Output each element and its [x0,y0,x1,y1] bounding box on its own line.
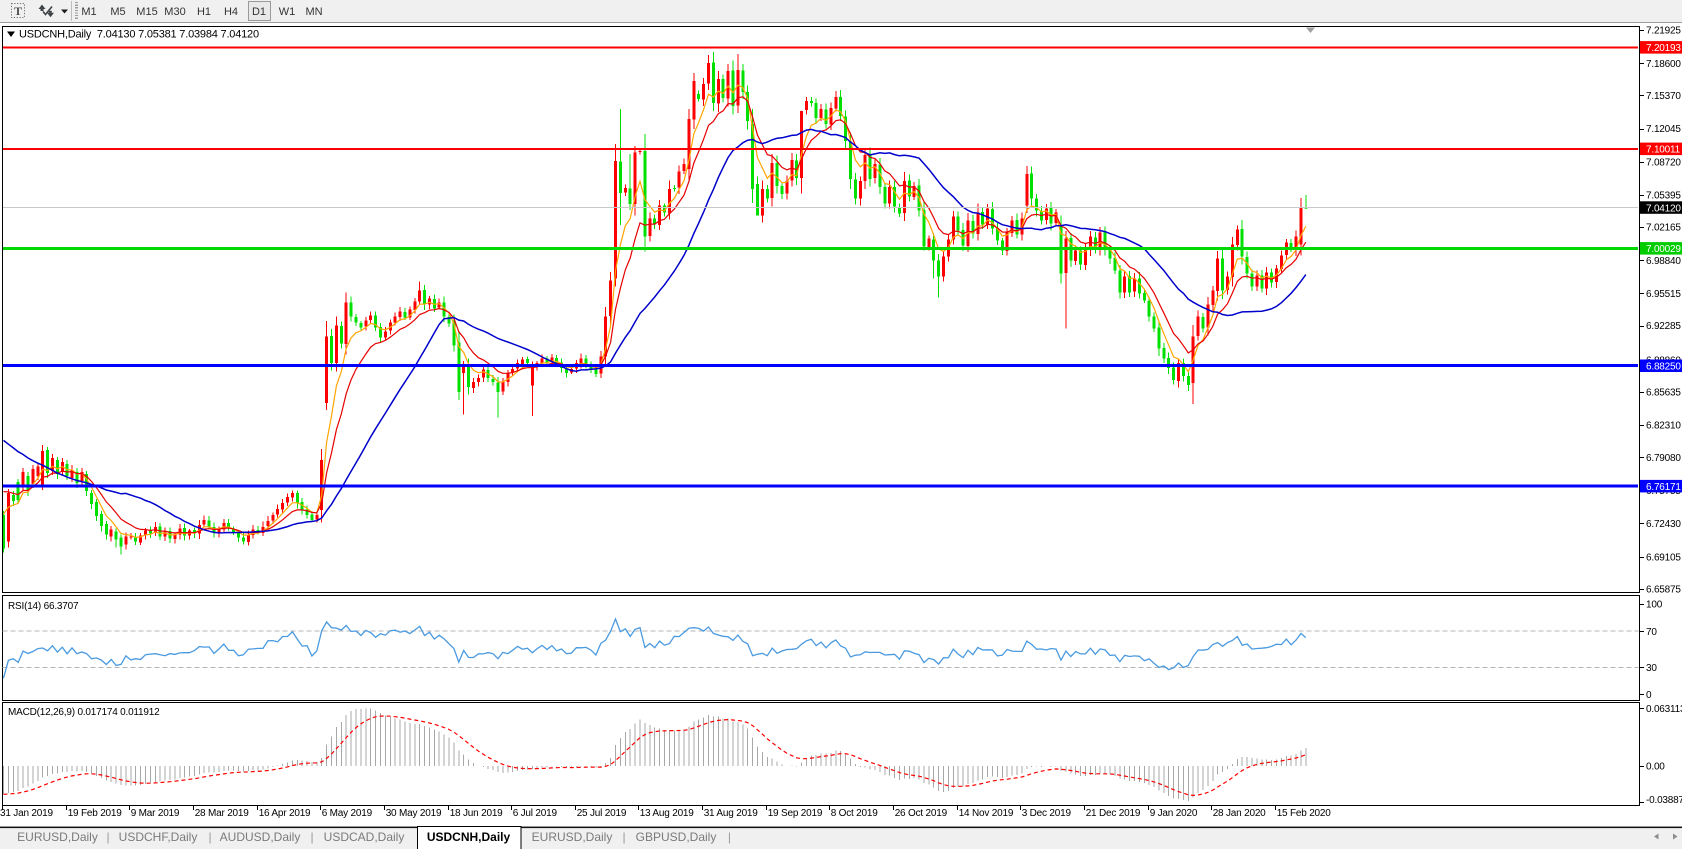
svg-text:RSI(14) 66.3707: RSI(14) 66.3707 [8,601,79,612]
svg-text:19 Feb 2019: 19 Feb 2019 [68,808,123,819]
svg-text:7.04120: 7.04120 [1646,203,1681,214]
svg-text:|: | [728,830,731,844]
svg-text:GBPUSD,Daily: GBPUSD,Daily [636,830,717,844]
svg-text:W1: W1 [279,6,296,18]
svg-text:7.08720: 7.08720 [1646,157,1681,168]
svg-text:6.72430: 6.72430 [1646,519,1681,530]
svg-text:6.79080: 6.79080 [1646,453,1681,464]
svg-text:28 Jan 2020: 28 Jan 2020 [1213,808,1266,819]
svg-text:6.82310: 6.82310 [1646,421,1681,432]
svg-text:USDCHF,Daily: USDCHF,Daily [119,830,198,844]
svg-text:30 May 2019: 30 May 2019 [386,808,442,819]
svg-text:6.92285: 6.92285 [1646,321,1681,332]
svg-text:7.00029: 7.00029 [1646,244,1681,255]
svg-text:M30: M30 [164,6,185,18]
svg-text:3 Dec 2019: 3 Dec 2019 [1022,808,1072,819]
svg-text:|: | [106,830,109,844]
svg-text:31 Jan 2019: 31 Jan 2019 [0,808,53,819]
svg-text:9 Mar 2019: 9 Mar 2019 [131,808,180,819]
svg-text:H4: H4 [224,6,238,18]
svg-text:6.69105: 6.69105 [1646,552,1681,563]
svg-text:MACD(12,26,9) 0.017174 0.01191: MACD(12,26,9) 0.017174 0.011912 [8,707,160,718]
svg-text:70: 70 [1646,627,1657,638]
svg-text:13 Aug 2019: 13 Aug 2019 [640,808,695,819]
svg-text:D1: D1 [252,6,266,18]
svg-text:AUDUSD,Daily: AUDUSD,Daily [220,830,301,844]
svg-text:0.00: 0.00 [1646,762,1665,773]
svg-text:EURUSD,Daily: EURUSD,Daily [532,830,613,844]
svg-text:6.88250: 6.88250 [1646,362,1681,373]
svg-text:7.20193: 7.20193 [1646,43,1681,54]
svg-text:7.18600: 7.18600 [1646,59,1681,70]
svg-text:6.95515: 6.95515 [1646,289,1681,300]
svg-text:-0.038872: -0.038872 [1646,795,1682,806]
svg-text:6.76171: 6.76171 [1646,482,1681,493]
svg-text:7.15370: 7.15370 [1646,91,1681,102]
svg-text:15 Feb 2020: 15 Feb 2020 [1277,808,1332,819]
svg-text:7.05395: 7.05395 [1646,191,1681,202]
svg-text:8 Oct 2019: 8 Oct 2019 [831,808,879,819]
svg-text:T: T [14,4,22,18]
svg-text:M15: M15 [136,6,157,18]
svg-text:30: 30 [1646,663,1657,674]
svg-text:M1: M1 [81,6,96,18]
svg-text:18 Jun 2019: 18 Jun 2019 [450,808,503,819]
svg-text:0.063113: 0.063113 [1646,704,1682,715]
svg-text:USDCAD,Daily: USDCAD,Daily [324,830,405,844]
svg-text:7.02165: 7.02165 [1646,223,1681,234]
svg-text:9 Jan 2020: 9 Jan 2020 [1150,808,1198,819]
svg-text:21 Dec 2019: 21 Dec 2019 [1086,808,1141,819]
svg-text:25 Jul 2019: 25 Jul 2019 [577,808,627,819]
svg-text:19 Sep 2019: 19 Sep 2019 [768,808,823,819]
svg-text:H1: H1 [197,6,211,18]
svg-text:6 May 2019: 6 May 2019 [322,808,373,819]
svg-text:16 Apr 2019: 16 Apr 2019 [259,808,311,819]
svg-text:7.21925: 7.21925 [1646,26,1681,37]
svg-text:0: 0 [1646,690,1652,701]
svg-text:M5: M5 [110,6,125,18]
svg-text:14 Nov 2019: 14 Nov 2019 [959,808,1014,819]
svg-text:28 Mar 2019: 28 Mar 2019 [195,808,250,819]
svg-text:6.98840: 6.98840 [1646,256,1681,267]
svg-text:31 Aug 2019: 31 Aug 2019 [704,808,759,819]
svg-text:MN: MN [305,6,322,18]
svg-text:6.65875: 6.65875 [1646,585,1681,596]
svg-text:|: | [310,830,313,844]
svg-text:USDCNH,Daily: USDCNH,Daily [427,830,511,844]
svg-text:|: | [208,830,211,844]
svg-text:100: 100 [1646,600,1663,611]
svg-text:EURUSD,Daily: EURUSD,Daily [17,830,98,844]
svg-text:6.85635: 6.85635 [1646,388,1681,399]
svg-text:|: | [622,830,625,844]
svg-text:7.10011: 7.10011 [1646,145,1681,156]
svg-text:7.12045: 7.12045 [1646,124,1681,135]
svg-text:6 Jul 2019: 6 Jul 2019 [513,808,558,819]
svg-text:USDCNH,Daily 7.04130 7.05381: USDCNH,Daily 7.04130 7.05381 7.03984 7.0… [19,29,259,41]
svg-text:26 Oct 2019: 26 Oct 2019 [895,808,948,819]
